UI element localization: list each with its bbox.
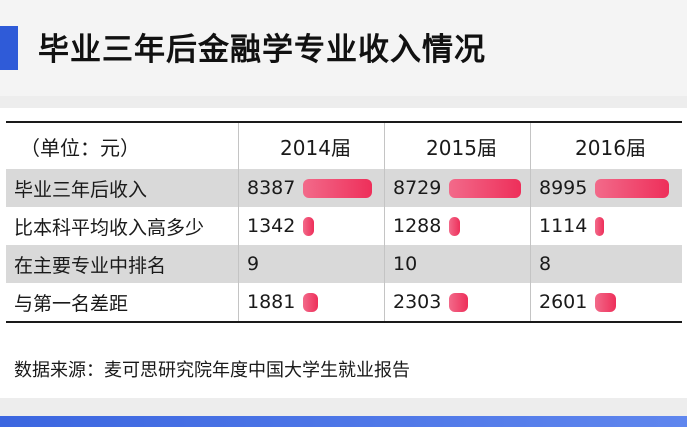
page-title: 毕业三年后金融学专业收入情况 <box>38 32 486 68</box>
value-cell: 8995 <box>530 169 682 207</box>
value-cell: 1114 <box>530 207 682 245</box>
value-bar <box>449 292 468 312</box>
title-accent-bar <box>0 26 18 70</box>
row-label: 比本科平均收入高多少 <box>14 216 205 239</box>
row-label: 毕业三年后收入 <box>14 178 148 201</box>
value: 1881 <box>247 291 296 313</box>
value: 1342 <box>247 215 296 237</box>
value-cell: 2601 <box>530 283 682 321</box>
col-header-2016: 2016届 <box>530 123 682 169</box>
source-note: 数据来源：麦可思研究院年度中国大学生就业报告 <box>14 360 410 381</box>
bottom-accent-band <box>0 416 687 427</box>
value: 2303 <box>393 291 442 313</box>
table-row: 在主要专业中排名 9 10 8 <box>6 245 682 283</box>
value: 2601 <box>539 291 588 313</box>
value: 9 <box>247 253 260 275</box>
row-label: 与第一名差距 <box>14 292 129 315</box>
value-cell: 1881 <box>238 283 384 321</box>
income-table: （单位：元） 2014届 2015届 2016届 毕业三年后收入 8387 87… <box>6 121 682 323</box>
table-row: 比本科平均收入高多少 1342 1288 1114 <box>6 207 682 245</box>
value: 1114 <box>539 215 588 237</box>
value-cell: 1288 <box>384 207 530 245</box>
value-cell: 2303 <box>384 283 530 321</box>
unit-label: （单位：元） <box>20 135 140 160</box>
table-card: （单位：元） 2014届 2015届 2016届 毕业三年后收入 8387 87… <box>0 108 687 398</box>
col-header-2014: 2014届 <box>238 123 384 169</box>
value-cell: 8387 <box>238 169 384 207</box>
value: 8995 <box>539 177 588 199</box>
value: 8387 <box>247 177 296 199</box>
value: 8729 <box>393 177 442 199</box>
value-cell: 8 <box>530 245 682 283</box>
value-bar <box>595 216 604 236</box>
value: 8 <box>539 253 552 275</box>
value-bar <box>595 178 669 198</box>
row-label: 在主要专业中排名 <box>14 254 167 277</box>
value-bar <box>449 178 521 198</box>
table-row: 毕业三年后收入 8387 8729 8995 <box>6 169 682 207</box>
value-bar <box>449 216 460 236</box>
value-bar <box>595 292 616 312</box>
header: 毕业三年后金融学专业收入情况 <box>0 0 687 96</box>
value: 1288 <box>393 215 442 237</box>
value-bar <box>303 178 372 198</box>
value-cell: 8729 <box>384 169 530 207</box>
table-row: 与第一名差距 1881 2303 2601 <box>6 283 682 321</box>
value-bar <box>303 292 318 312</box>
value-cell: 1342 <box>238 207 384 245</box>
value: 10 <box>393 253 418 275</box>
table-header-row: （单位：元） 2014届 2015届 2016届 <box>6 123 682 169</box>
value-cell: 10 <box>384 245 530 283</box>
value-cell: 9 <box>238 245 384 283</box>
value-bar <box>303 216 314 236</box>
col-header-2015: 2015届 <box>384 123 530 169</box>
